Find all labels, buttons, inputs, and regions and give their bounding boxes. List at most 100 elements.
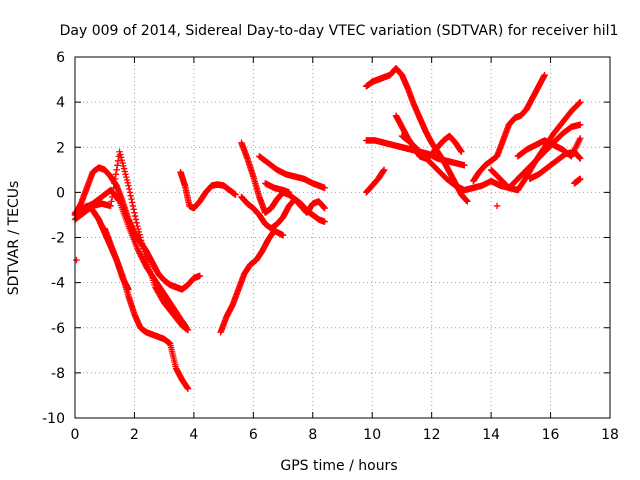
data-series <box>262 180 293 196</box>
data-point-plus <box>137 234 144 241</box>
data-point-plus <box>111 175 119 183</box>
data-point-plus <box>321 204 328 212</box>
x-tick-label: 8 <box>308 427 317 443</box>
data-point-plus <box>113 166 120 174</box>
data-point-plus <box>125 182 132 189</box>
data-point-plus <box>577 135 584 142</box>
data-point-plus <box>125 286 132 293</box>
y-tick-label: -6 <box>51 321 65 337</box>
y-axis-label: SDTVAR / TECUs <box>6 181 22 296</box>
data-series <box>238 139 328 225</box>
data-point-plus <box>135 228 143 236</box>
chart-title: Day 009 of 2014, Sidereal Day-to-day VTE… <box>60 23 619 39</box>
data-series <box>73 256 80 264</box>
data-point-plus <box>136 231 143 238</box>
data-point-plus <box>285 189 293 196</box>
data-point-plus <box>138 239 146 247</box>
data-series <box>571 175 584 187</box>
data-point-plus <box>130 206 137 213</box>
x-tick-label: 2 <box>130 427 139 443</box>
data-point-plus <box>541 71 548 79</box>
data-point-plus <box>577 175 584 183</box>
data-point-plus <box>132 216 140 223</box>
data-point-plus <box>279 232 287 239</box>
y-tick-label: 6 <box>56 50 65 66</box>
data-point-plus <box>129 199 136 206</box>
data-point-plus <box>120 162 127 170</box>
data-point-plus <box>73 256 80 264</box>
y-tick-label: 0 <box>56 185 65 201</box>
data-points <box>71 65 584 392</box>
x-tick-label: 0 <box>71 427 80 443</box>
data-point-plus <box>107 202 114 210</box>
y-tick-label: -2 <box>51 231 65 247</box>
data-point-plus <box>577 98 584 106</box>
data-point-plus <box>577 121 584 128</box>
data-point-plus <box>112 171 120 178</box>
data-point-plus <box>142 254 149 261</box>
data-point-plus <box>133 219 140 227</box>
data-point-plus <box>131 212 139 220</box>
data-point-plus <box>110 184 117 192</box>
data-point-plus <box>127 192 134 199</box>
data-point-plus <box>137 237 145 244</box>
data-series <box>238 193 328 232</box>
data-series <box>177 168 239 212</box>
x-tick-label: 6 <box>249 427 258 443</box>
data-point-plus <box>458 148 465 155</box>
x-tick-label: 4 <box>189 427 198 443</box>
data-point-plus <box>111 180 118 187</box>
data-point-plus <box>124 179 131 186</box>
data-point-plus <box>114 162 121 169</box>
data-point-plus <box>126 185 133 193</box>
data-series <box>505 121 584 192</box>
data-series <box>493 202 501 210</box>
data-point-plus <box>141 251 149 258</box>
y-tick-label: -10 <box>42 411 65 427</box>
plot-border <box>74 56 611 419</box>
x-tick-label: 14 <box>482 427 500 443</box>
data-point-plus <box>123 176 131 184</box>
data-point-plus <box>184 385 192 392</box>
data-point-plus <box>321 218 328 225</box>
y-tick-label: -4 <box>51 276 65 292</box>
data-series <box>526 148 584 183</box>
data-point-plus <box>128 195 135 203</box>
data-series <box>470 71 548 185</box>
data-point-plus <box>121 168 128 175</box>
data-point-plus <box>126 189 134 196</box>
data-point-plus <box>232 191 239 198</box>
x-tick-label: 10 <box>363 427 381 443</box>
data-point-plus <box>129 202 137 210</box>
data-point-plus <box>108 198 115 205</box>
data-point-plus <box>116 148 123 155</box>
data-series <box>363 166 388 196</box>
data-point-plus <box>140 248 148 255</box>
y-tick-label: 2 <box>56 140 65 156</box>
data-point-plus <box>120 165 128 172</box>
data-point-plus <box>131 209 138 216</box>
data-point-plus <box>108 193 116 201</box>
data-point-plus <box>461 162 468 169</box>
data-point-plus <box>576 99 583 107</box>
data-point-plus <box>119 159 126 167</box>
data-point-plus <box>196 272 204 280</box>
data-series <box>217 227 287 336</box>
y-tick-label: 4 <box>56 95 65 111</box>
x-axis-label: GPS time / hours <box>280 458 397 474</box>
data-point-plus <box>123 173 130 181</box>
data-series <box>101 225 132 293</box>
data-point-plus <box>321 184 328 192</box>
axis-ticks: 0 2 4 6 8 10 12 14 16 18 -10 -8 -6 -4 -2 0 2 4 6 <box>42 50 619 443</box>
data-point-plus <box>134 225 142 233</box>
data-point-plus <box>577 155 584 162</box>
data-series <box>256 153 328 192</box>
data-point-plus <box>118 157 126 164</box>
data-point-plus <box>140 245 147 252</box>
data-point-plus <box>117 154 125 161</box>
data-point-plus <box>122 171 129 178</box>
data-series <box>398 132 513 194</box>
data-series <box>392 112 465 162</box>
